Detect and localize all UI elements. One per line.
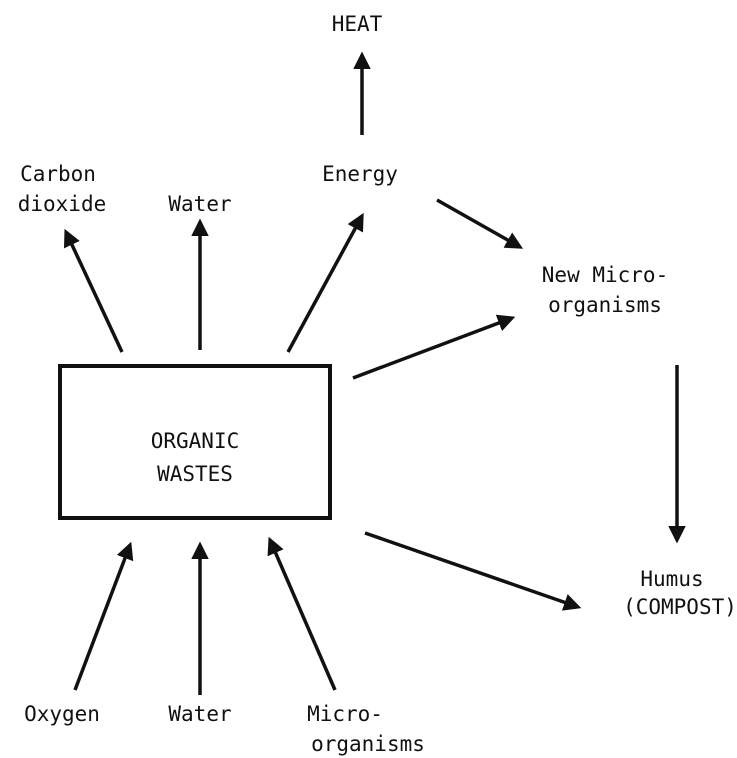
label: Humus <box>640 567 703 591</box>
arrows <box>63 51 686 695</box>
label: Energy <box>322 162 398 186</box>
label: Water <box>168 192 231 216</box>
label: Oxygen <box>24 702 100 726</box>
label: ORGANIC <box>151 429 240 453</box>
label: Carbon <box>20 162 96 186</box>
arrow <box>286 212 364 353</box>
label: WASTES <box>157 462 233 486</box>
arrow <box>73 541 134 691</box>
label: dioxide <box>18 192 107 216</box>
label: organisms <box>548 293 662 317</box>
label: Micro- <box>307 702 383 726</box>
arrow <box>436 198 524 249</box>
arrow <box>364 531 582 611</box>
label: HEAT <box>332 12 383 36</box>
arrow <box>352 314 516 380</box>
label: Water <box>168 702 231 726</box>
arrow <box>63 228 124 353</box>
arrow <box>267 536 337 691</box>
label: New Micro- <box>542 263 668 287</box>
label: (COMPOST) <box>623 595 737 619</box>
label: organisms <box>311 732 425 756</box>
box <box>58 364 332 520</box>
